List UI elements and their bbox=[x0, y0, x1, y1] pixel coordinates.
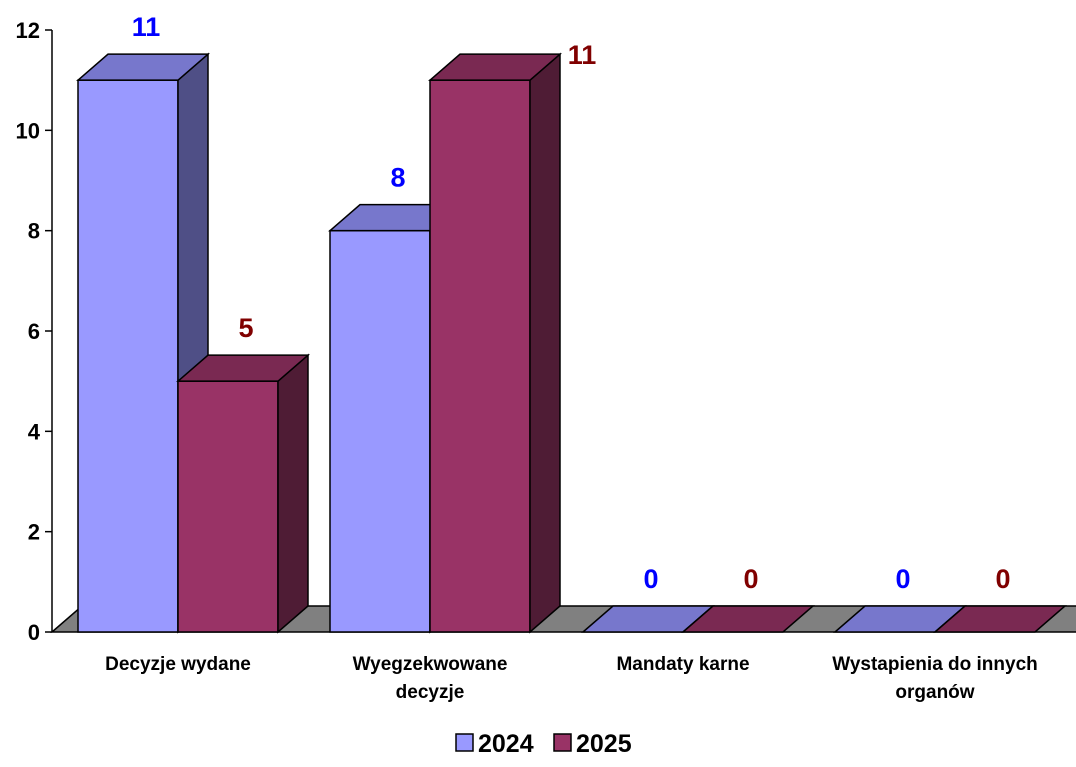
data-label: 0 bbox=[995, 564, 1010, 594]
bar-front bbox=[77, 79, 179, 633]
y-tick-label: 12 bbox=[16, 18, 40, 43]
category-label-line: Decyzje wydane bbox=[105, 654, 251, 675]
category-label-line: organów bbox=[895, 682, 974, 703]
bar-top bbox=[932, 605, 1068, 633]
bar bbox=[680, 605, 816, 633]
category-label-line: Mandaty karne bbox=[616, 654, 749, 675]
category-label: Wystapienia do innych organów bbox=[832, 654, 1038, 703]
y-tick-label: 0 bbox=[28, 620, 40, 645]
bar-front bbox=[177, 380, 279, 633]
category-label-line: Wyegzekwowane bbox=[353, 654, 508, 675]
bar-top bbox=[427, 53, 563, 81]
y-tick-label: 8 bbox=[28, 219, 40, 244]
bar-front bbox=[429, 79, 531, 633]
data-label: 0 bbox=[643, 564, 658, 594]
data-label: 0 bbox=[895, 564, 910, 594]
bars bbox=[75, 52, 1068, 634]
bar bbox=[932, 605, 1068, 633]
legend: 2024 2025 bbox=[455, 730, 632, 758]
bar bbox=[327, 203, 463, 634]
legend-swatch bbox=[455, 733, 474, 752]
y-tick-label: 4 bbox=[28, 419, 41, 444]
bar-front bbox=[329, 229, 431, 633]
bar bbox=[75, 52, 211, 634]
category-label-line: decyzje bbox=[396, 682, 465, 703]
category-label: Wyegzekwowane decyzje bbox=[353, 654, 508, 703]
data-label: 8 bbox=[390, 163, 405, 193]
data-label: 5 bbox=[238, 313, 253, 343]
y-tick-label: 10 bbox=[16, 118, 40, 143]
bar bbox=[175, 353, 311, 634]
data-label: 0 bbox=[743, 564, 758, 594]
bar-top bbox=[680, 605, 816, 633]
bar-top bbox=[175, 354, 311, 382]
category-label-line: Wystapienia do innych bbox=[832, 654, 1038, 675]
data-label: 11 bbox=[132, 12, 161, 42]
legend-label: 2024 bbox=[478, 730, 534, 758]
bar-side bbox=[529, 52, 561, 634]
data-label: 11 bbox=[568, 40, 597, 70]
legend-swatch bbox=[553, 733, 572, 752]
data-labels: 11 5 8 11 0 0 0 0 bbox=[132, 12, 1011, 594]
legend-label: 2025 bbox=[576, 730, 632, 758]
category-label: Mandaty karne bbox=[616, 654, 749, 675]
bar-side bbox=[277, 353, 309, 634]
bar bbox=[427, 52, 563, 634]
x-axis-labels: Decyzje wydane Wyegzekwowane decyzje Mandat… bbox=[105, 654, 1038, 703]
y-tick-label: 2 bbox=[28, 520, 40, 545]
category-label: Decyzje wydane bbox=[105, 654, 251, 675]
y-axis: 0 2 4 6 8 10 12 bbox=[16, 18, 53, 645]
bar-top bbox=[75, 53, 211, 81]
y-tick-label: 6 bbox=[28, 319, 40, 344]
